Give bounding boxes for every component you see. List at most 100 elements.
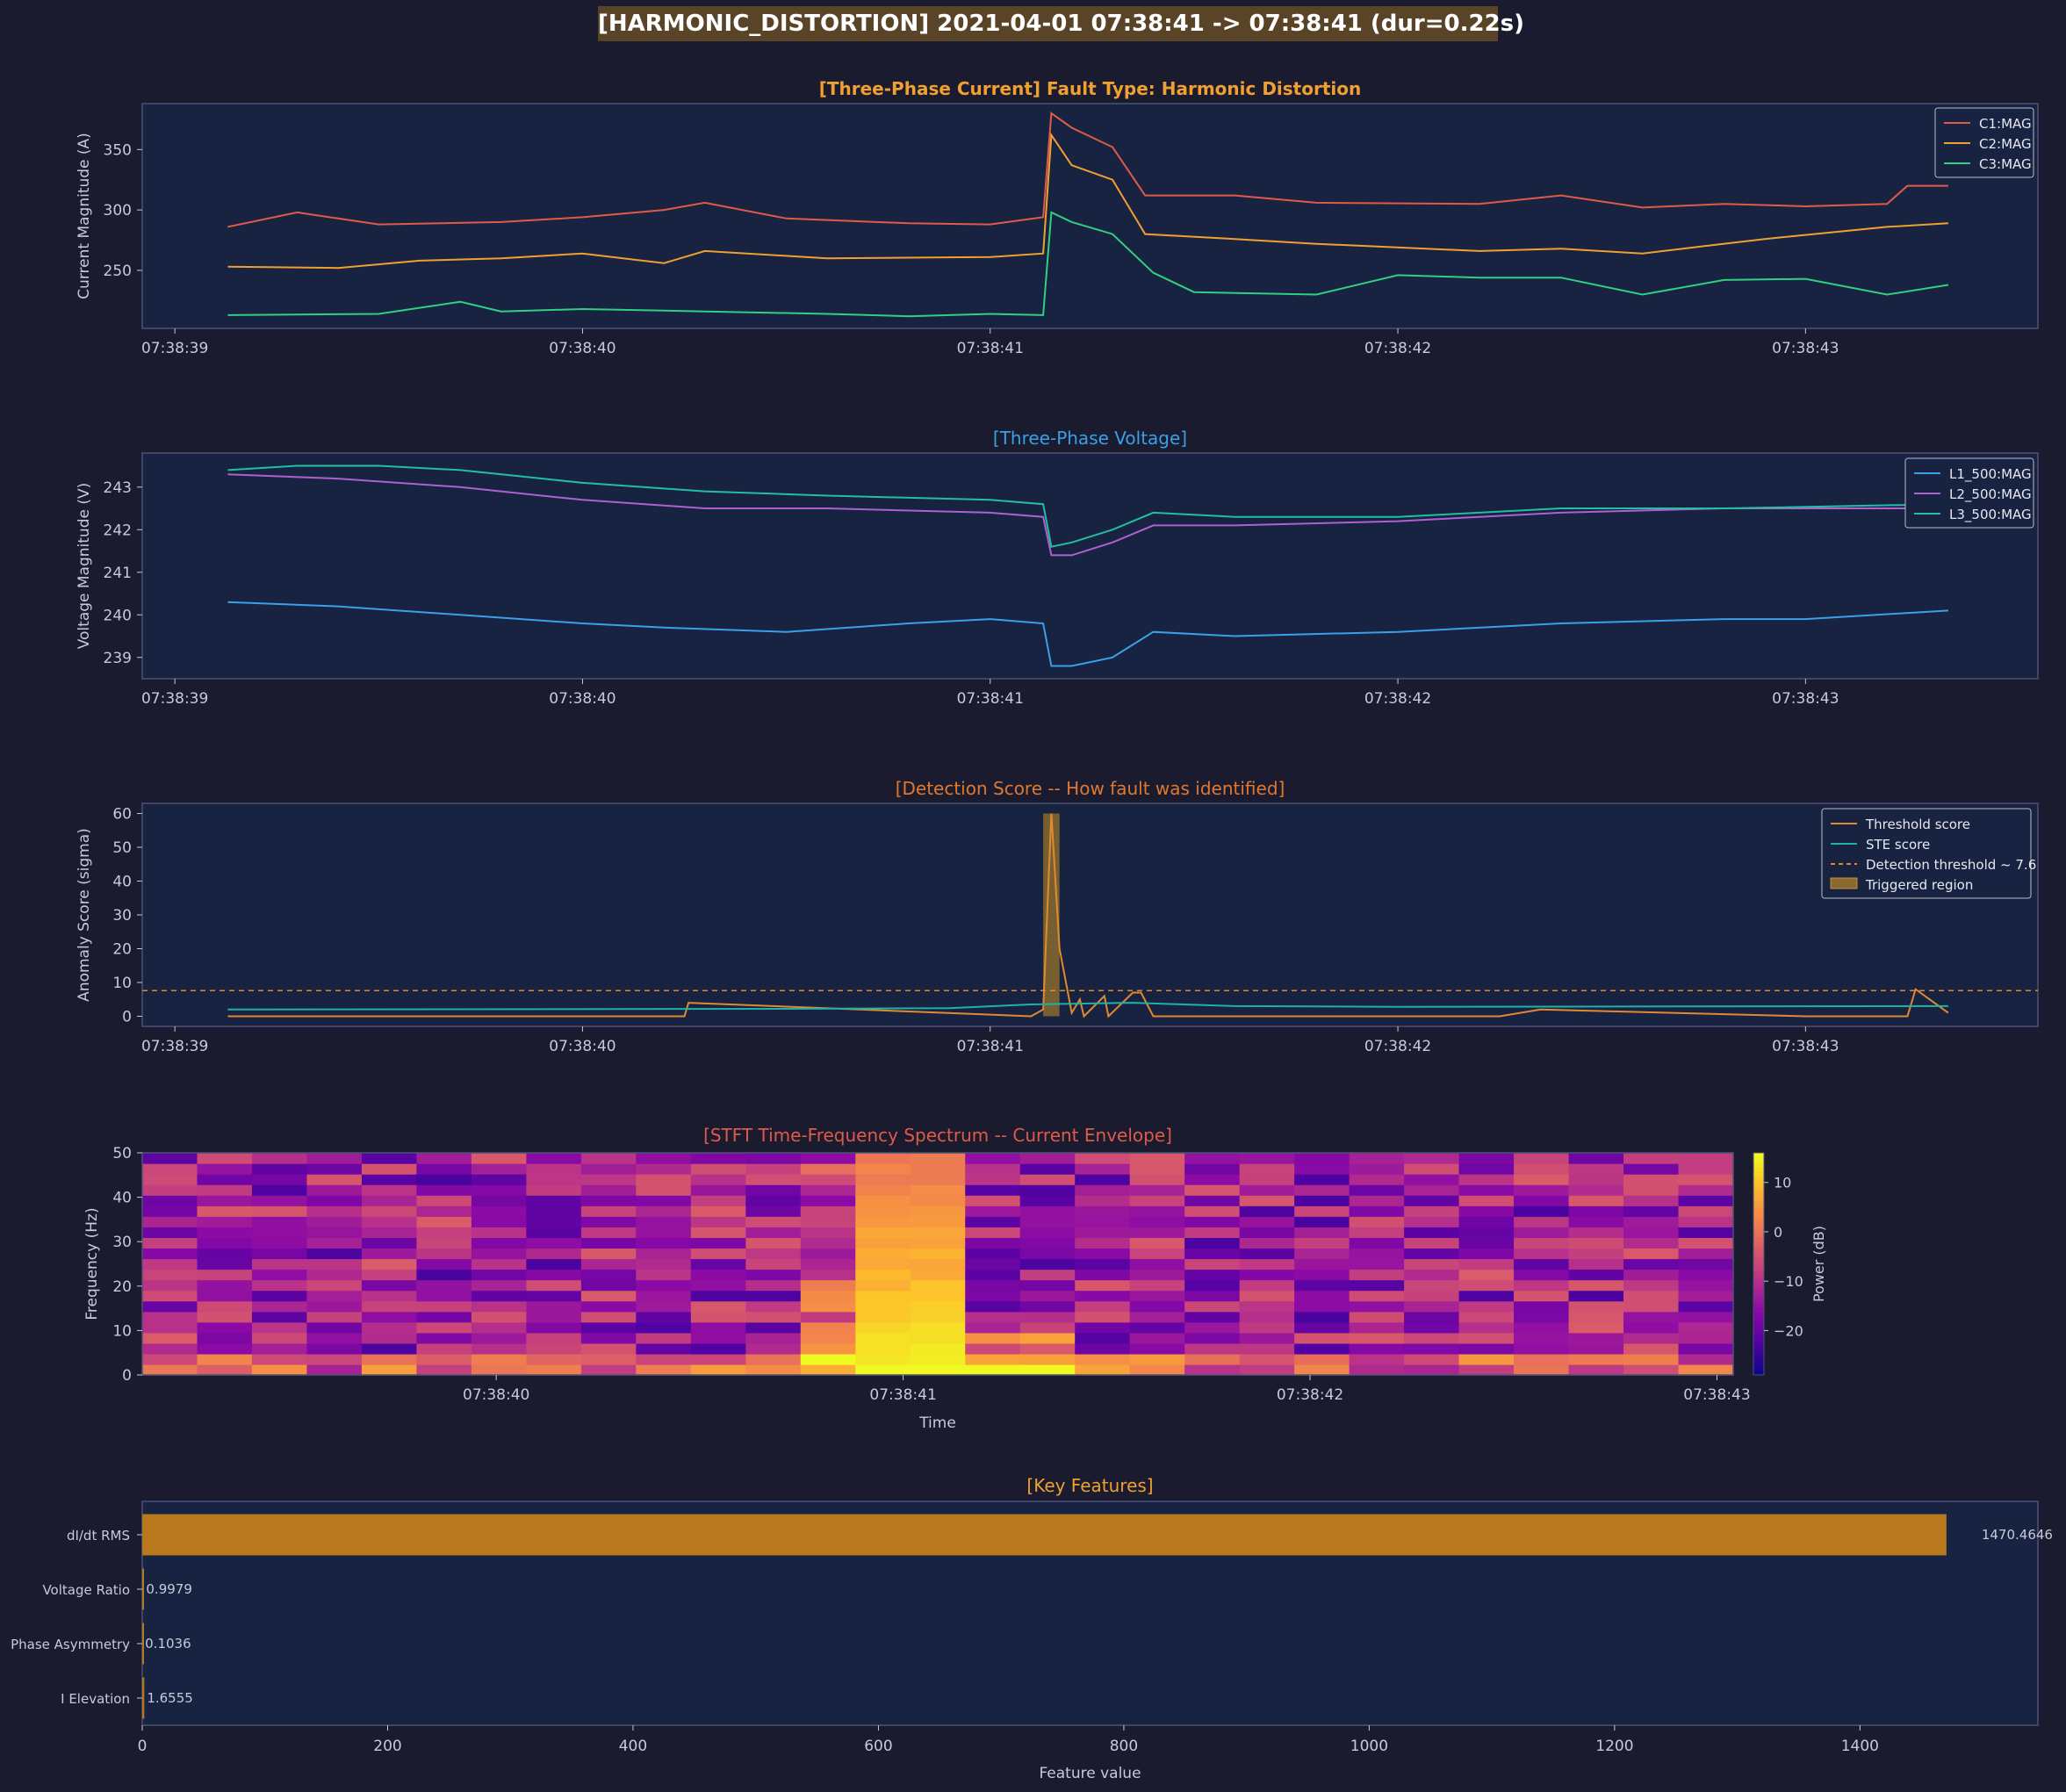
stft-cell (1075, 1311, 1131, 1323)
stft-cell (1568, 1163, 1624, 1175)
stft-cell (471, 1300, 527, 1313)
stft-cell (1075, 1174, 1131, 1185)
stft-cell (142, 1227, 198, 1238)
stft-colorbar-segment (1753, 1171, 1764, 1176)
stft-cell (855, 1184, 911, 1196)
stft-cell (1019, 1279, 1076, 1292)
stft-cell (1623, 1353, 1680, 1365)
stft-cell (1404, 1300, 1460, 1313)
stft-cell (251, 1237, 308, 1249)
features-value-label: 0.9979 (146, 1581, 192, 1597)
score-ytick-label: 0 (122, 1008, 132, 1026)
stft-cell (910, 1311, 966, 1323)
stft-cell (580, 1153, 637, 1164)
stft-cell (1458, 1332, 1515, 1344)
stft-cell (1568, 1290, 1624, 1302)
stft-cell (580, 1237, 637, 1249)
stft-cell (1349, 1279, 1405, 1292)
stft-cell (1458, 1258, 1515, 1270)
stft-cell (1129, 1163, 1185, 1175)
stft-cell (416, 1269, 472, 1281)
stft-cell (636, 1269, 692, 1281)
stft-cell (580, 1300, 637, 1313)
stft-cell (1239, 1216, 1295, 1227)
stft-cell (526, 1227, 582, 1238)
stft-cell (1129, 1311, 1185, 1323)
stft-cell (800, 1258, 856, 1270)
stft-colorbar-segment (1753, 1352, 1764, 1357)
stft-ytick-label: 50 (112, 1145, 132, 1162)
stft-cell (690, 1321, 746, 1334)
stft-cell (361, 1353, 418, 1365)
stft-cell (1404, 1321, 1460, 1334)
stft-cell (1678, 1174, 1734, 1185)
score-xtick-label: 07:38:40 (549, 1038, 615, 1055)
stft-cell (1184, 1364, 1241, 1376)
voltage-legend-label: L3_500:MAG (1949, 507, 2032, 523)
stft-cell (1678, 1184, 1734, 1196)
stft-cell (1568, 1216, 1624, 1227)
stft-cell (910, 1258, 966, 1270)
voltage-plot-area (141, 452, 2039, 680)
stft-cell (580, 1258, 637, 1270)
stft-ytick-label: 20 (112, 1278, 132, 1296)
stft-cell (965, 1342, 1021, 1355)
stft-cell (1294, 1248, 1350, 1260)
stft-cell (416, 1237, 472, 1249)
stft-cell (636, 1237, 692, 1249)
voltage-xtick-label: 07:38:39 (141, 690, 208, 708)
stft-colorbar-segment (1753, 1167, 1764, 1172)
stft-cell (471, 1269, 527, 1281)
stft-cell (471, 1153, 527, 1164)
stft-cell (745, 1321, 802, 1334)
stft-cell (1404, 1342, 1460, 1355)
current-legend (1934, 107, 2034, 178)
stft-cell (690, 1311, 746, 1323)
stft-cell (416, 1279, 472, 1292)
stft-cell (361, 1290, 418, 1302)
voltage-xtick-label: 07:38:43 (1772, 690, 1839, 708)
stft-cell (1129, 1216, 1185, 1227)
stft-cell (361, 1364, 418, 1376)
stft-cell (416, 1332, 472, 1344)
stft-cell (1184, 1205, 1241, 1217)
stft-cell (690, 1216, 746, 1227)
stft-cell (361, 1332, 418, 1344)
stft-cell (1568, 1205, 1624, 1217)
stft-cell (1678, 1163, 1734, 1175)
score-ytick-label: 10 (112, 975, 132, 992)
stft-cell (1129, 1237, 1185, 1249)
stft-cell (361, 1227, 418, 1238)
stft-cell (416, 1184, 472, 1196)
stft-cell (142, 1153, 198, 1164)
stft-cell (1514, 1248, 1570, 1260)
stft-cell (1184, 1269, 1241, 1281)
score-ytick-label: 30 (112, 907, 132, 925)
score-legend-label: Threshold score (1865, 817, 1970, 832)
current-plot-area (141, 103, 2039, 329)
stft-cell (690, 1153, 746, 1164)
stft-cell (636, 1342, 692, 1355)
stft-cell (1623, 1248, 1680, 1260)
stft-cell (690, 1269, 746, 1281)
stft-cell (1514, 1353, 1570, 1365)
stft-cell (745, 1311, 802, 1323)
stft-cell (197, 1342, 253, 1355)
stft-cell (1129, 1195, 1185, 1206)
stft-cell (636, 1353, 692, 1365)
stft-cell (1019, 1195, 1076, 1206)
stft-cell (580, 1353, 637, 1365)
stft-cell (197, 1205, 253, 1217)
stft-cell (526, 1269, 582, 1281)
stft-cell (1184, 1153, 1241, 1164)
stft-cell (1184, 1332, 1241, 1344)
stft-cell (1514, 1269, 1570, 1281)
stft-colorbar-segment (1753, 1300, 1764, 1306)
stft-cell (197, 1290, 253, 1302)
stft-colorbar-segment (1753, 1156, 1764, 1162)
stft-cell (1404, 1237, 1460, 1249)
stft-cell (1019, 1300, 1076, 1313)
stft-cell (1458, 1321, 1515, 1334)
stft-cell (471, 1342, 527, 1355)
voltage-ylabel: Voltage Magnitude (V) (76, 483, 93, 650)
